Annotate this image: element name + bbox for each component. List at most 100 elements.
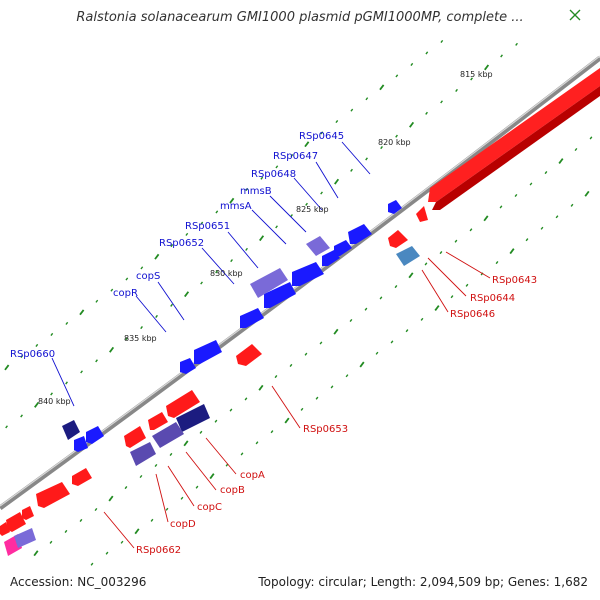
major-tick (79, 309, 85, 316)
forward-genes (74, 200, 402, 452)
label-rsp0647[interactable]: RSp0647 (273, 151, 318, 162)
top-gene-labels: RSp0645 RSp0647 RSp0648 mmsB mmsA RSp065… (10, 131, 344, 360)
minor-tick (65, 381, 68, 385)
minor-tick (274, 375, 278, 379)
scale-label-840: 840 kbp (38, 397, 71, 406)
minor-tick (379, 296, 383, 300)
minor-tick (170, 244, 174, 248)
gene-purple-block[interactable] (250, 268, 288, 298)
label-rsp0646[interactable]: RSp0646 (450, 309, 495, 320)
major-tick (183, 440, 189, 447)
minor-tick (515, 42, 518, 46)
gene-cop-purple-2[interactable] (130, 442, 156, 466)
scale-label-815: 815 kbp (460, 70, 493, 79)
minor-tick (154, 463, 158, 468)
gene-cop-purple[interactable] (152, 422, 184, 448)
gene-steelblue[interactable] (396, 246, 420, 266)
label-rsp0662[interactable]: RSp0662 (136, 545, 181, 556)
minor-tick (245, 247, 248, 251)
label-cops[interactable]: copS (136, 271, 160, 282)
minor-tick (275, 165, 279, 169)
minor-tick (95, 299, 99, 303)
gene-copc[interactable] (124, 426, 146, 448)
gene-navy-small[interactable] (62, 420, 80, 440)
minor-tick (214, 419, 218, 423)
gene-copa[interactable] (166, 390, 200, 418)
label-rsp0644[interactable]: RSp0644 (470, 293, 515, 304)
label-mmsa[interactable]: mmsA (220, 201, 252, 212)
scale-label-825: 825 kbp (296, 205, 329, 214)
gene-mmsa-highlight[interactable] (306, 236, 330, 256)
label-rsp0653[interactable]: RSp0653 (303, 424, 348, 435)
minor-tick (410, 62, 414, 66)
genome-summary: Topology: circular; Length: 2,094,509 bp… (258, 575, 588, 589)
minor-tick (390, 340, 394, 344)
gene-rsp0660[interactable] (86, 426, 104, 444)
label-copr[interactable]: copR (113, 288, 138, 299)
minor-tick (315, 396, 319, 400)
label-copd[interactable]: copD (170, 519, 196, 530)
minor-tick (330, 385, 334, 389)
minor-tick (495, 261, 499, 265)
minor-tick (364, 307, 368, 311)
minor-tick (544, 170, 548, 175)
gene-red-small-3[interactable] (0, 522, 10, 536)
minor-tick (79, 518, 83, 523)
major-tick (4, 364, 10, 371)
gene-rsp0645[interactable] (388, 200, 402, 214)
gene-cops[interactable] (240, 308, 264, 328)
minor-tick (35, 343, 39, 348)
major-tick (408, 272, 414, 279)
gene-small-fwd-1[interactable] (180, 358, 196, 374)
label-rsp0645[interactable]: RSp0645 (299, 131, 344, 142)
major-tick (154, 253, 160, 260)
major-tick (359, 361, 365, 368)
minor-tick (450, 295, 454, 299)
minor-tick (215, 270, 218, 274)
bottom-gene-labels: RSp0643 RSp0644 RSp0646 RSp0653 copA cop… (136, 275, 537, 556)
gene-large-reverse[interactable] (428, 68, 600, 202)
gene-red-small-1[interactable] (22, 506, 34, 520)
gene-copd[interactable] (176, 404, 210, 432)
minor-tick (589, 136, 593, 140)
label-rsp0660[interactable]: RSp0660 (10, 349, 55, 360)
close-icon[interactable] (564, 4, 586, 26)
minor-tick (350, 168, 353, 172)
gene-red-small-2[interactable] (6, 512, 26, 532)
label-rsp0651[interactable]: RSp0651 (185, 221, 230, 232)
gene-red-mid[interactable] (72, 468, 92, 486)
minor-tick (124, 485, 128, 490)
minor-tick (365, 157, 368, 161)
gene-rsp0647[interactable] (348, 224, 372, 244)
minor-tick (105, 551, 109, 555)
label-rsp0652[interactable]: RSp0652 (159, 238, 204, 249)
gene-small-fwd-2[interactable] (74, 436, 88, 452)
gene-copr[interactable] (194, 340, 222, 364)
gene-rsp0652[interactable] (264, 282, 296, 308)
label-rsp0643[interactable]: RSp0643 (492, 275, 537, 286)
label-copa[interactable]: copA (240, 470, 265, 481)
label-copb[interactable]: copB (220, 485, 245, 496)
major-tick (284, 417, 290, 424)
gene-magenta-purple[interactable] (14, 528, 36, 548)
gene-rsp0643[interactable] (416, 206, 428, 222)
minor-tick (440, 39, 444, 44)
minor-tick (525, 238, 529, 242)
scale-label-820: 820 kbp (378, 138, 411, 147)
gene-copb[interactable] (148, 412, 168, 430)
scale-label-835: 835 kbp (124, 334, 157, 343)
minor-tick (240, 452, 244, 456)
gene-mmsb[interactable] (322, 250, 340, 266)
minor-tick (275, 225, 278, 229)
minor-tick (185, 232, 189, 236)
gene-rsp0644[interactable] (388, 230, 408, 248)
gene-rsp0651[interactable] (292, 262, 324, 286)
label-rsp0648[interactable]: RSp0648 (251, 169, 296, 180)
gene-rsp0662[interactable] (36, 482, 70, 508)
minor-tick (270, 430, 274, 434)
label-mmsb[interactable]: mmsB (240, 186, 272, 197)
label-copc[interactable]: copC (197, 502, 222, 513)
gene-rsp0653[interactable] (236, 344, 262, 366)
gene-rsp0648[interactable] (334, 240, 352, 256)
major-tick (259, 235, 265, 242)
